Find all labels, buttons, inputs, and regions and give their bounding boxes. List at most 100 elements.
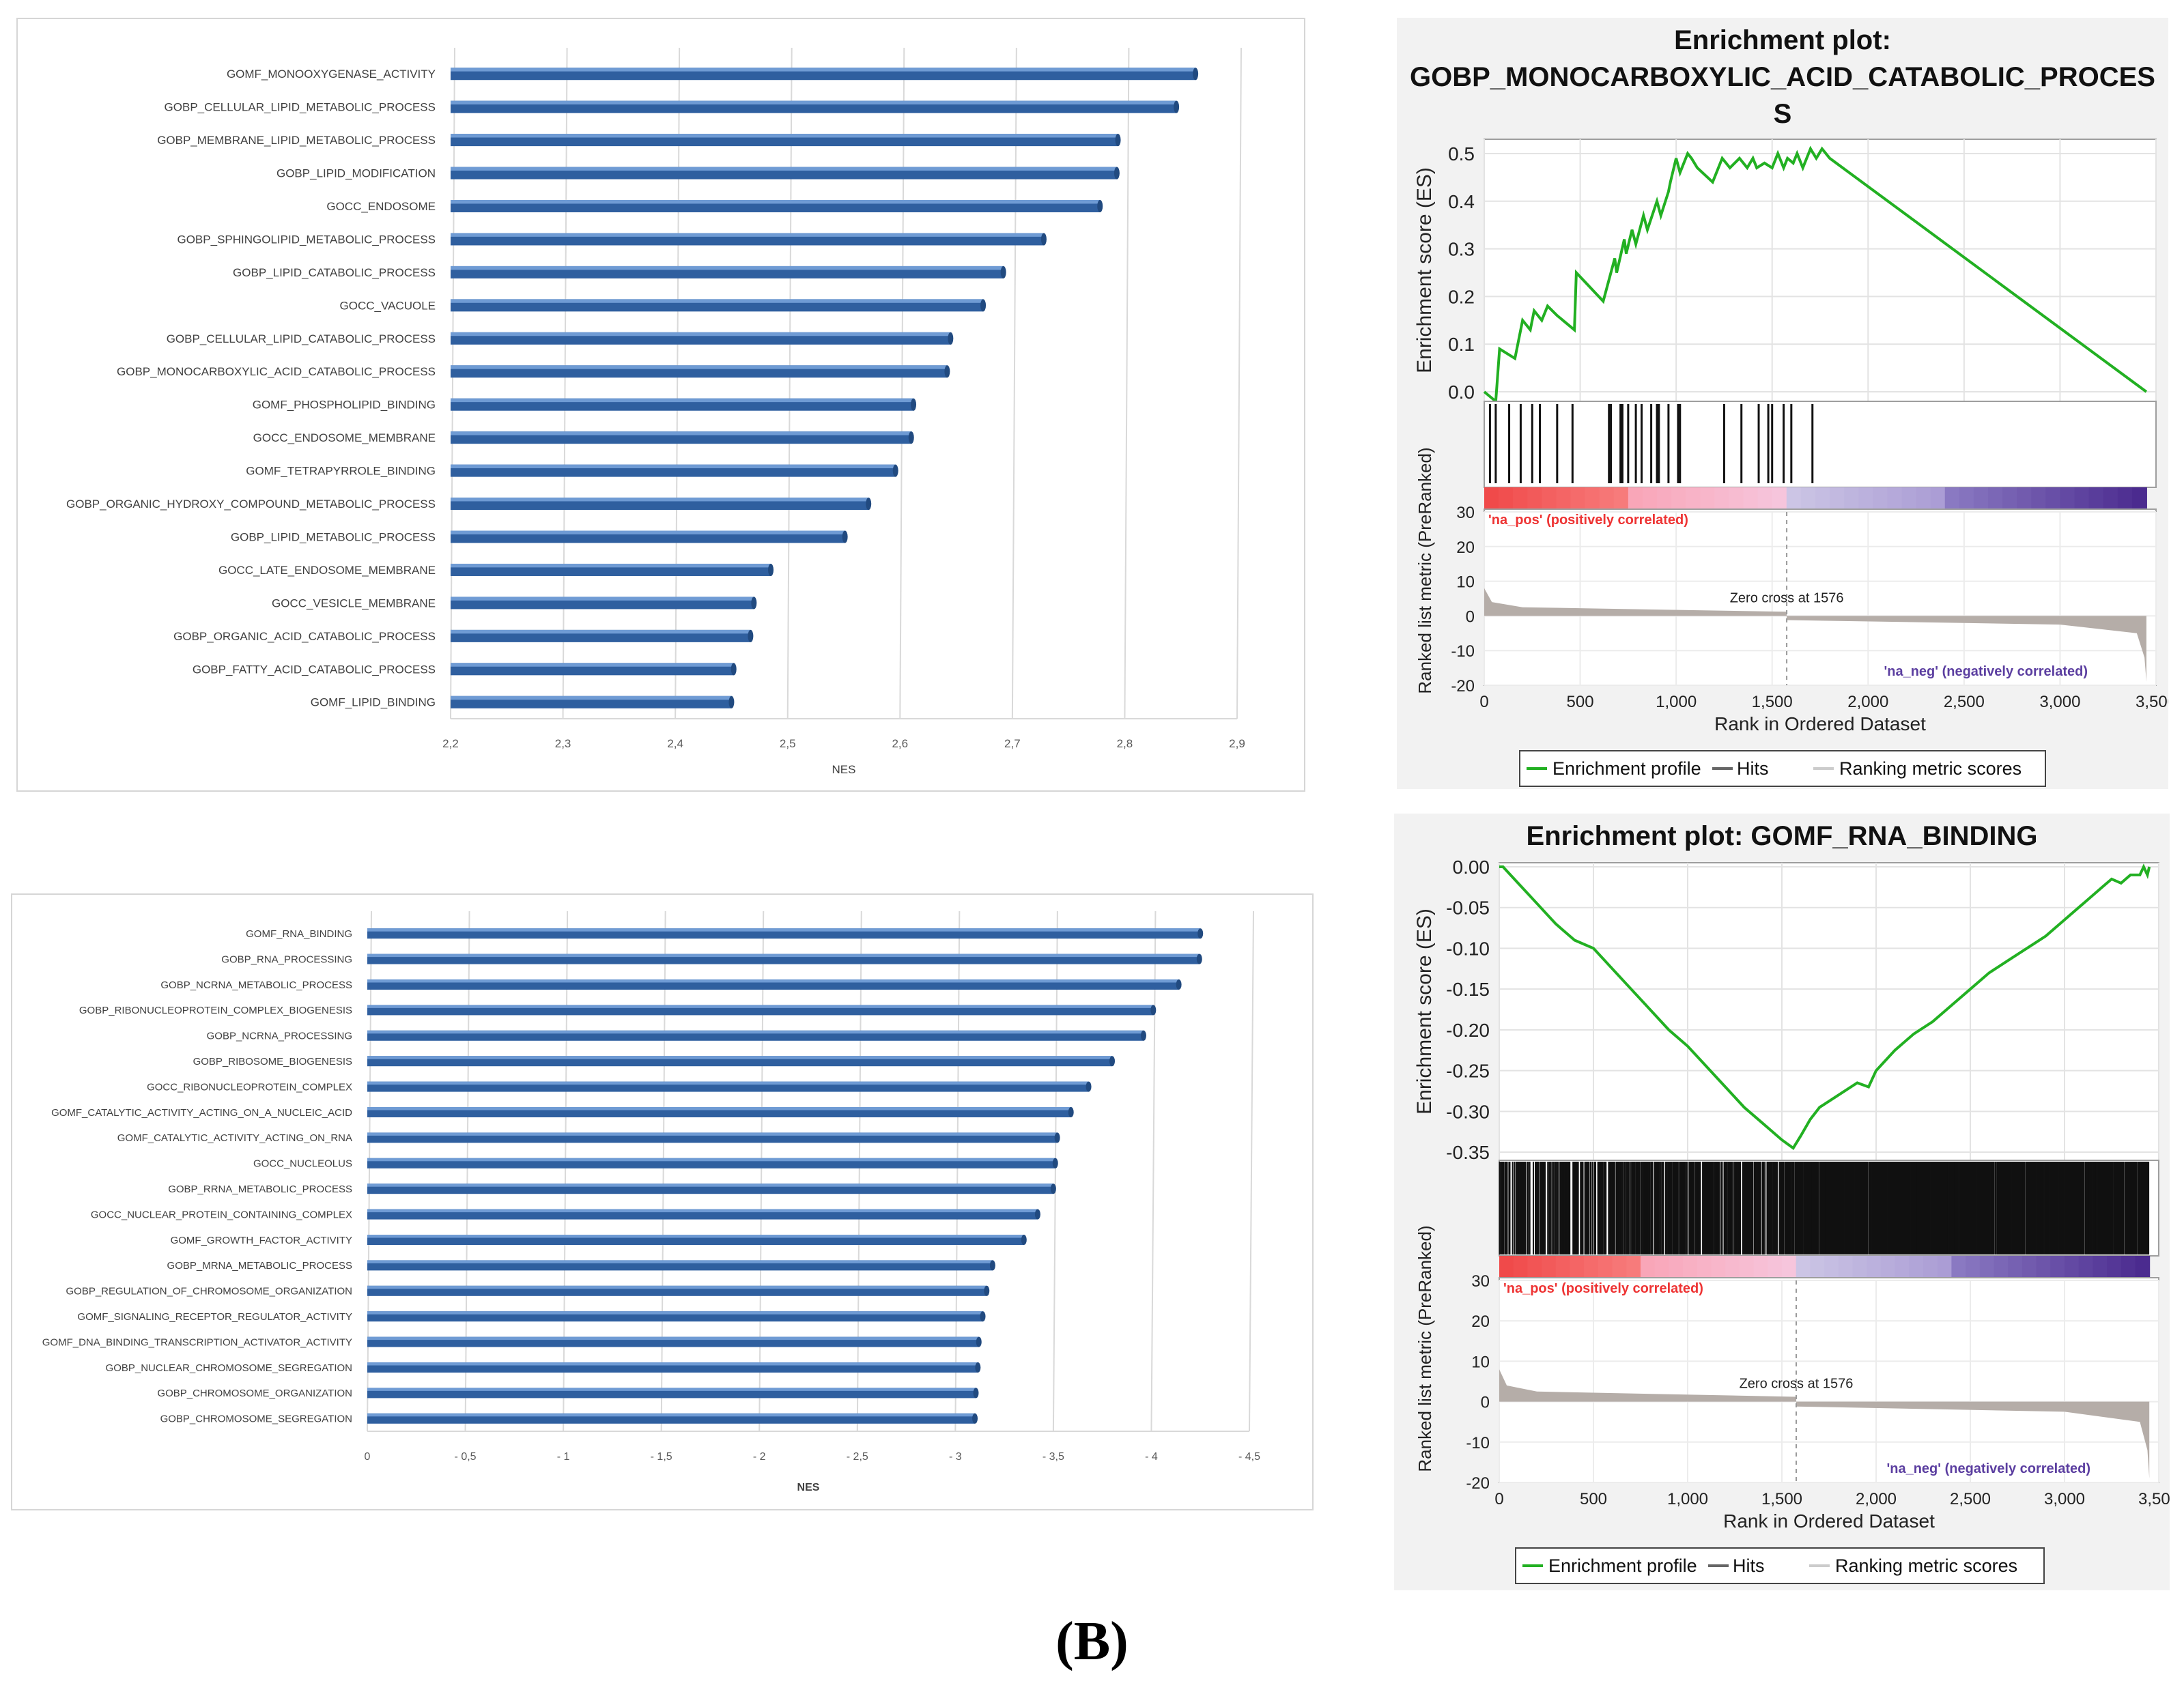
rank-color-segment [1873,487,1888,509]
nes-bar-highlight [367,1260,993,1263]
rank-color-segment [1951,1256,1967,1278]
x-tick-label: 2,000 [1856,1490,1897,1508]
metric-tick-label: -20 [1466,1474,1490,1493]
pos-label: 'na_pos' (positively correlated) [1488,513,1688,528]
nes-bar-highlight [367,1132,1058,1136]
nes-bar-highlight [451,100,1177,105]
nes-bar-cap [1193,68,1199,81]
x-tick-label: 0 [365,1451,371,1463]
es-plot-area [1484,139,2157,402]
nes-bar-highlight [367,1158,1055,1162]
rank-color-segment [1711,1256,1727,1278]
gridline [1052,910,1058,1432]
rank-color-segment [1739,1256,1755,1278]
es-tick-label: 0.1 [1448,334,1475,355]
es-tick-label: 0.0 [1448,382,1475,403]
category-label: GOMF_SIGNALING_RECEPTOR_REGULATOR_ACTIVI… [77,1311,352,1323]
figure-label: (B) [1055,1611,1129,1672]
rank-color-segment [1641,1256,1656,1278]
rank-color-segment [1714,487,1730,509]
rank-color-segment [1613,487,1629,509]
ranking-metric-area [1484,588,2146,682]
category-label: GOCC_NUCLEAR_PROTEIN_CONTAINING_COMPLEX [91,1209,352,1220]
es-axis-title: Enrichment score (ES) [1413,908,1436,1115]
x-axis-title: Rank in Ordered Dataset [1723,1510,1935,1532]
rank-color-segment [1768,1256,1783,1278]
nes-bar-cap [989,1260,995,1271]
x-tick-label: 0 [1479,693,1488,711]
category-label: GOMF_DNA_BINDING_TRANSCRIPTION_ACTIVATOR… [42,1336,352,1348]
nes-bar-highlight [367,1413,976,1417]
es-tick-label: -0.30 [1446,1101,1490,1122]
rank-color-segment [2088,487,2104,509]
rank-color-segment [2131,487,2147,509]
category-label: GOBP_LIPID_CATABOLIC_PROCESS [233,266,436,279]
x-tick-label: - 4,5 [1238,1451,1260,1463]
rank-color-segment [1810,1256,1826,1278]
rank-color-segment [1556,487,1572,509]
legend-label: Ranking metric scores [1839,758,2022,779]
x-axis-title: NES [797,1482,820,1493]
nes-bar-highlight [367,953,1200,958]
legend-label: Hits [1733,1555,1765,1576]
gridline [899,47,905,719]
nes-bar-cap [1114,167,1120,180]
gridline [1150,910,1157,1432]
rank-color-segment [1895,1256,1910,1278]
es-tick-label: -0.10 [1446,938,1490,959]
category-label: GOMF_PHOSPHOLIPID_BINDING [253,399,436,412]
down-bar-chart: 0 - 0,5 - 1 - 1,5 - 2 - 2,5 - 3 - 3,5 - 4 - 4,5 GO… [42,910,1260,1493]
nes-bar-cap [1021,1235,1027,1245]
rank-color-segment [1657,487,1673,509]
rank-color-segment [2022,1256,2037,1278]
es-tick-label: 0.3 [1448,239,1475,260]
nes-bar-highlight [451,663,734,667]
rank-color-segment [2017,487,2032,509]
metric-tick-label: 30 [1456,504,1475,522]
nes-bar-highlight [451,299,984,303]
nes-bar-cap [731,663,737,676]
rank-color-segment [2002,487,2018,509]
category-label: GOBP_CELLULAR_LIPID_CATABOLIC_PROCESS [167,332,436,345]
nes-bar-cap [748,629,754,642]
es-tick-label: 0.4 [1448,191,1475,212]
nes-bar-cap [1000,266,1006,278]
x-tick-label: 2,9 [1229,737,1245,750]
category-label: GOBP_LIPID_MODIFICATION [276,167,436,180]
nes-bar-cap [1068,1107,1074,1117]
rank-color-segment [1729,487,1744,509]
x-tick-label: 3,500 [2136,693,2168,711]
category-label: GOBP_MONOCARBOXYLIC_ACID_CATABOLIC_PROCE… [117,365,436,378]
rank-color-segment [1916,487,1931,509]
nes-bar-highlight [367,1030,1144,1034]
up-bar-chart: 2,2 2,3 2,4 2,5 2,6 2,7 2,8 2,9 GOMF_MONOOXYGENA… [66,47,1245,776]
x-tick-label: 1,000 [1667,1490,1708,1508]
rank-color-segment [2008,1256,2023,1278]
x-tick-label: - 3,5 [1043,1451,1064,1463]
category-label: GOBP_ORGANIC_HYDROXY_COMPOUND_METABOLIC_… [66,498,436,511]
category-label: GOBP_SPHINGOLIPID_METABOLIC_PROCESS [177,233,436,246]
rank-color-segment [1937,1256,1953,1278]
rank-color-segment [2060,487,2075,509]
nes-bar-highlight [451,233,1044,237]
rank-color-segment [1786,487,1802,509]
nes-bar-cap [1174,100,1180,113]
gsea-top-chart: Enrichment plot: GOBP_MONOCARBOXYLIC_ACID… [1410,25,2176,787]
nes-bar-highlight [367,1107,1071,1110]
rank-color-segment [1654,1256,1670,1278]
nes-bar-cap [972,1413,978,1424]
nes-bar-highlight [451,696,732,700]
rank-color-segment [1725,1256,1740,1278]
rank-color-segment [1598,1256,1613,1278]
nes-bar-highlight [451,431,911,435]
gridline [1124,47,1130,719]
nes-bar-cap [1034,1209,1040,1220]
nes-bar-highlight [451,498,869,502]
gridline [675,47,681,719]
x-tick-label: - 4 [1145,1451,1158,1463]
zero-cross-label: Zero cross at 1576 [1740,1377,1854,1392]
x-tick-label: - 2,5 [847,1451,868,1463]
nes-bar-cap [908,431,914,444]
rank-color-segment [2135,1256,2151,1278]
rank-color-segment [1923,1256,1938,1278]
